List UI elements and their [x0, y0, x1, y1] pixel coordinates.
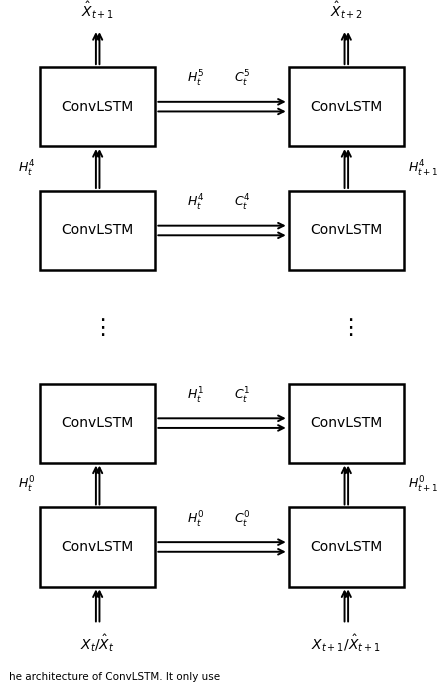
Text: $\hat{X}_{t+1}$: $\hat{X}_{t+1}$: [81, 0, 114, 21]
Text: $C_t^{4}$: $C_t^{4}$: [234, 193, 250, 213]
Text: $H_t^{1}$: $H_t^{1}$: [187, 386, 204, 406]
Text: $\vdots$: $\vdots$: [91, 316, 105, 338]
Bar: [40, 191, 155, 270]
Text: $C_t^{5}$: $C_t^{5}$: [234, 69, 250, 89]
Text: ConvLSTM: ConvLSTM: [62, 100, 134, 114]
Bar: [289, 508, 404, 586]
Bar: [40, 508, 155, 586]
Text: $H_t^{5}$: $H_t^{5}$: [187, 69, 204, 89]
Text: ConvLSTM: ConvLSTM: [310, 540, 382, 554]
Text: $X_{t+1}/\hat{X}_{t+1}$: $X_{t+1}/\hat{X}_{t+1}$: [311, 633, 381, 654]
Bar: [289, 384, 404, 462]
Text: ConvLSTM: ConvLSTM: [62, 416, 134, 430]
Text: $C_t^{1}$: $C_t^{1}$: [234, 386, 250, 406]
Text: ConvLSTM: ConvLSTM: [62, 224, 134, 237]
Bar: [289, 191, 404, 270]
Text: $H_t^4$: $H_t^4$: [18, 158, 36, 179]
Text: $\hat{X}_{t+2}$: $\hat{X}_{t+2}$: [330, 0, 363, 21]
Text: ConvLSTM: ConvLSTM: [310, 416, 382, 430]
Text: $H_t^0$: $H_t^0$: [18, 475, 36, 495]
Text: ConvLSTM: ConvLSTM: [62, 540, 134, 554]
Text: ConvLSTM: ConvLSTM: [310, 100, 382, 114]
Text: he architecture of ConvLSTM. It only use: he architecture of ConvLSTM. It only use: [9, 672, 220, 682]
Text: $H_{t+1}^0$: $H_{t+1}^0$: [408, 475, 439, 495]
Bar: [40, 384, 155, 462]
Bar: [40, 67, 155, 147]
Text: $C_t^{0}$: $C_t^{0}$: [234, 510, 250, 530]
Bar: [289, 67, 404, 147]
Text: $H_t^{4}$: $H_t^{4}$: [187, 193, 204, 213]
Text: ConvLSTM: ConvLSTM: [310, 224, 382, 237]
Text: $\vdots$: $\vdots$: [339, 316, 353, 338]
Text: $H_t^{0}$: $H_t^{0}$: [187, 510, 204, 530]
Text: $X_t/\hat{X}_t$: $X_t/\hat{X}_t$: [80, 633, 115, 654]
Text: $H_{t+1}^4$: $H_{t+1}^4$: [408, 158, 439, 179]
